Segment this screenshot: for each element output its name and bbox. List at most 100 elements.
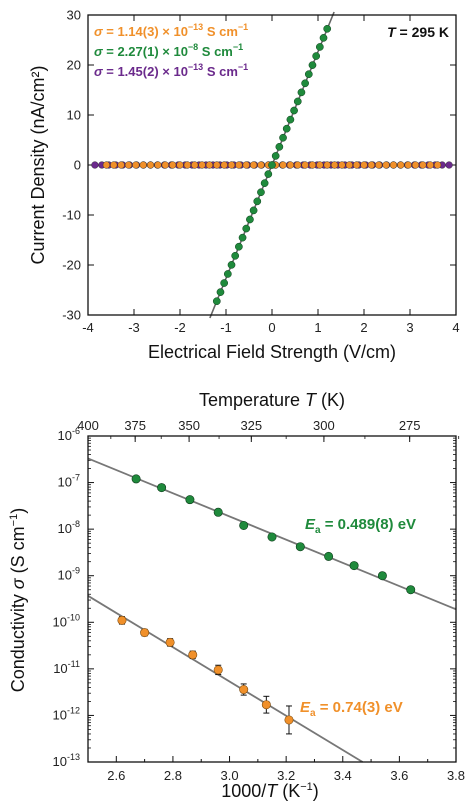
legend-2-value: = 2.27(1) × 10 [103,44,188,59]
top-xlabel-pre: Temperature [199,390,305,410]
iv-green-point [216,288,225,296]
orange-point [188,650,198,660]
arrhenius-x-tick-label: 3.6 [390,768,408,783]
orange-ea-e: E [300,699,311,716]
iv-orange-point [102,161,111,169]
iv-orange-point [235,161,243,169]
iv-green-point [304,70,313,79]
iv-green-point [293,97,302,106]
legend-1-value: = 1.14(3) × 10 [103,24,188,39]
legend-3-unit: S cm [203,64,238,79]
iv-orange-point [198,161,206,169]
iv-green-point [231,251,240,260]
legend-3-unit-exp: −1 [238,62,248,72]
orange-activation-energy-label: Ea = 0.74(3) eV [300,699,403,719]
green-point [349,561,359,571]
iv-orange-point [110,161,118,169]
iv-x-tick-label: 3 [406,320,413,335]
temperature-axis-title: Temperature T (K) [199,390,345,410]
iv-green-point [220,279,229,287]
iv-y-tick-label: 10 [67,108,81,123]
temperature-tick-label: 275 [399,418,421,433]
xlabel-t: T [266,781,279,801]
arrhenius-plot-frame [87,435,457,763]
legend-entry-1: σ = 1.14(3) × 10−13 S cm−1 [94,22,248,39]
ylabel-pre: Conductivity [8,589,28,692]
arrhenius-y-tick-label: 10-7 [58,473,80,490]
orange-point [165,637,175,647]
legend-1-unit-exp: −1 [238,22,248,32]
iv-x-tick-label: -2 [174,320,186,335]
arrhenius-y-tick-label: 10-13 [53,752,80,769]
iv-orange-point [345,161,353,169]
iv-green-point [290,106,298,115]
iv-orange-point [308,161,317,169]
iv-orange-point [375,161,383,169]
iv-orange-point [139,161,147,169]
temperature-tick-label: 300 [313,418,335,433]
iv-data [91,11,453,319]
orange-point [284,715,294,725]
iv-orange-point [294,161,302,169]
iv-x-tick-label: 2 [360,320,367,335]
annotation-t: T [387,24,397,40]
iv-green-point [275,142,284,151]
iv-orange-point [367,161,375,169]
arrhenius-y-tick-label: 10-10 [53,612,80,629]
xlabel-pre: 1000/ [221,781,266,801]
iv-green-point [227,261,236,269]
iv-y-tick-label: -10 [62,208,81,223]
iv-orange-point [220,161,228,169]
arrhenius-x-tick-label: 2.6 [107,768,125,783]
legend-2-sigma: σ [94,44,104,59]
iv-x-tick-label: 4 [452,320,459,335]
iv-green-point [249,206,258,215]
arrhenius-x-tick-label: 2.8 [164,768,182,783]
arrhenius-x-tick-label: 3.0 [220,768,238,783]
xlabel-post: (K [277,781,300,801]
iv-orange-point [330,161,339,169]
arrhenius-x-tick-labels: 2.6 2.8 3.0 3.2 3.4 3.6 3.8 [107,768,465,783]
iv-green-point [323,24,332,33]
green-point [157,483,167,493]
iv-green-point [268,161,276,169]
arrhenius-axes [87,435,460,763]
orange-fit-line [87,595,364,763]
iv-orange-point [176,161,184,169]
iv-y-tick-labels: -30 -20 -10 0 10 20 30 [62,8,81,323]
iv-green-point [301,79,309,88]
arrhenius-x-tick-label: 3.8 [447,768,465,783]
green-activation-energy-label: Ea = 0.489(8) eV [305,516,416,536]
iv-green-point [286,115,295,124]
iv-orange-point [154,161,162,169]
orange-point [140,628,150,638]
legend-2-unit-exp: −1 [233,42,243,52]
legend-2-exp: −8 [188,42,198,52]
xlabel-exp: −1 [300,781,313,793]
iv-orange-point [419,161,427,169]
annotation-value: = 295 K [396,24,449,40]
iv-orange-point [323,161,331,169]
iv-x-tick-label: -3 [128,320,140,335]
iv-orange-point [404,161,412,169]
iv-orange-point [257,161,265,169]
temperature-annotation: T = 295 K [387,24,449,40]
xlabel-end: ) [313,781,319,801]
iv-y-tick-label: -30 [62,308,81,323]
iv-orange-point [411,161,420,169]
green-point [324,551,334,561]
iv-orange-point [124,161,133,169]
green-point [185,495,195,505]
arrhenius-x-axis-title: 1000/T (K−1) [221,781,319,801]
legend-1-sigma: σ [94,24,104,39]
iv-orange-point [183,161,191,169]
green-point [213,507,223,517]
orange-point [213,665,223,675]
iv-orange-point [191,161,199,169]
iv-orange-point [360,161,368,169]
iv-green-point [235,242,243,251]
green-ea-value: = 0.489(8) eV [321,516,416,533]
iv-orange-point [213,161,221,169]
ylabel-post: (S cm [8,526,28,578]
iv-orange-point [132,161,140,169]
